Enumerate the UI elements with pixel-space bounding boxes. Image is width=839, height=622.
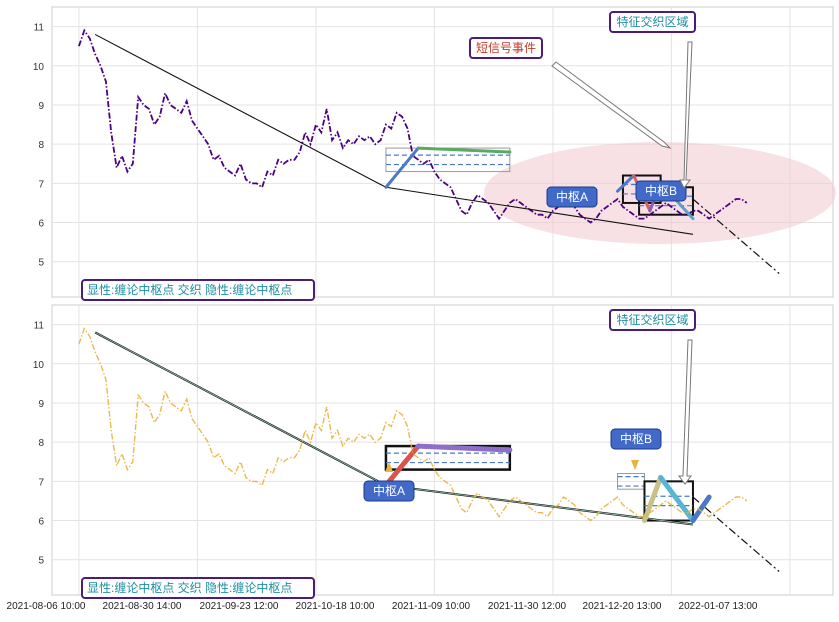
- y-tick-label: 11: [34, 321, 45, 332]
- legend-text: 显性:缠论中枢点 交织 隐性:缠论中枢点: [87, 580, 292, 595]
- arrow-short-signal: [551, 61, 672, 149]
- callout-text: 中枢B: [620, 431, 652, 446]
- y-tick-label: 11: [34, 23, 45, 34]
- annotation-label-box: [469, 37, 543, 59]
- x-tick-label: 2021-11-09 10:00: [392, 601, 471, 612]
- plot-area: [51, 304, 834, 596]
- annotation-label-box: [609, 309, 696, 331]
- legend-box: [81, 577, 315, 599]
- y-tick-label: 7: [38, 477, 44, 488]
- y-tick-label: 5: [38, 556, 44, 567]
- pivot-segment: [384, 146, 420, 189]
- y-tick-label: 6: [38, 219, 44, 230]
- annotation-label-box: [609, 11, 696, 33]
- pivot-segment: [616, 174, 636, 193]
- y-tick-label: 8: [38, 140, 44, 151]
- legend-text: 显性:缠论中枢点 交织 隐性:缠论中枢点: [87, 282, 292, 297]
- y-tick-label: 10: [33, 62, 45, 73]
- pivot-segment: [415, 443, 513, 453]
- price-line: [78, 326, 748, 522]
- x-tick-label: 2021-12-20 13:00: [583, 601, 662, 612]
- y-tick-label: 5: [38, 258, 44, 269]
- callout-text: 中枢A: [556, 189, 588, 204]
- y-tick-label: 7: [38, 179, 44, 190]
- x-tick-label: 2022-01-07 13:00: [679, 601, 758, 612]
- callout-box: [363, 480, 415, 502]
- y-tick-label: 9: [38, 101, 44, 112]
- arrow-interweave: [679, 41, 693, 189]
- x-tick-label: 2021-08-06 10:00: [7, 601, 86, 612]
- projection-line: [692, 198, 780, 274]
- pivot-segment: [416, 146, 512, 154]
- y-tick-label: 10: [33, 360, 45, 371]
- callout-box: [546, 186, 598, 208]
- projection-line: [692, 496, 780, 572]
- pivot-segment: [641, 474, 664, 524]
- callout-box: [635, 180, 687, 202]
- arrow-pivot-b: [631, 460, 639, 470]
- x-tick-label: 2021-11-30 12:00: [488, 601, 567, 612]
- annotation-label-text: 短信号事件: [476, 41, 536, 55]
- y-tick-label: 9: [38, 399, 44, 410]
- y-tick-label: 8: [38, 438, 44, 449]
- callout-text: 中枢A: [373, 483, 405, 498]
- x-tick-label: 2021-08-30 14:00: [103, 601, 182, 612]
- x-tick-label: 2021-10-18 10:00: [296, 601, 375, 612]
- arrow-pivot-a: [385, 462, 393, 472]
- arrow-interweave: [678, 339, 693, 485]
- legend-box: [81, 279, 315, 301]
- x-tick-label: 2021-09-23 12:00: [200, 601, 279, 612]
- callout-box: [610, 428, 662, 450]
- annotation-label-text: 特征交织区域: [616, 14, 688, 29]
- y-tick-label: 6: [38, 517, 44, 528]
- price-line: [78, 28, 748, 224]
- annotation-label-text: 特征交织区域: [616, 312, 688, 327]
- callout-text: 中枢B: [645, 183, 677, 198]
- pivot-segment: [690, 494, 712, 524]
